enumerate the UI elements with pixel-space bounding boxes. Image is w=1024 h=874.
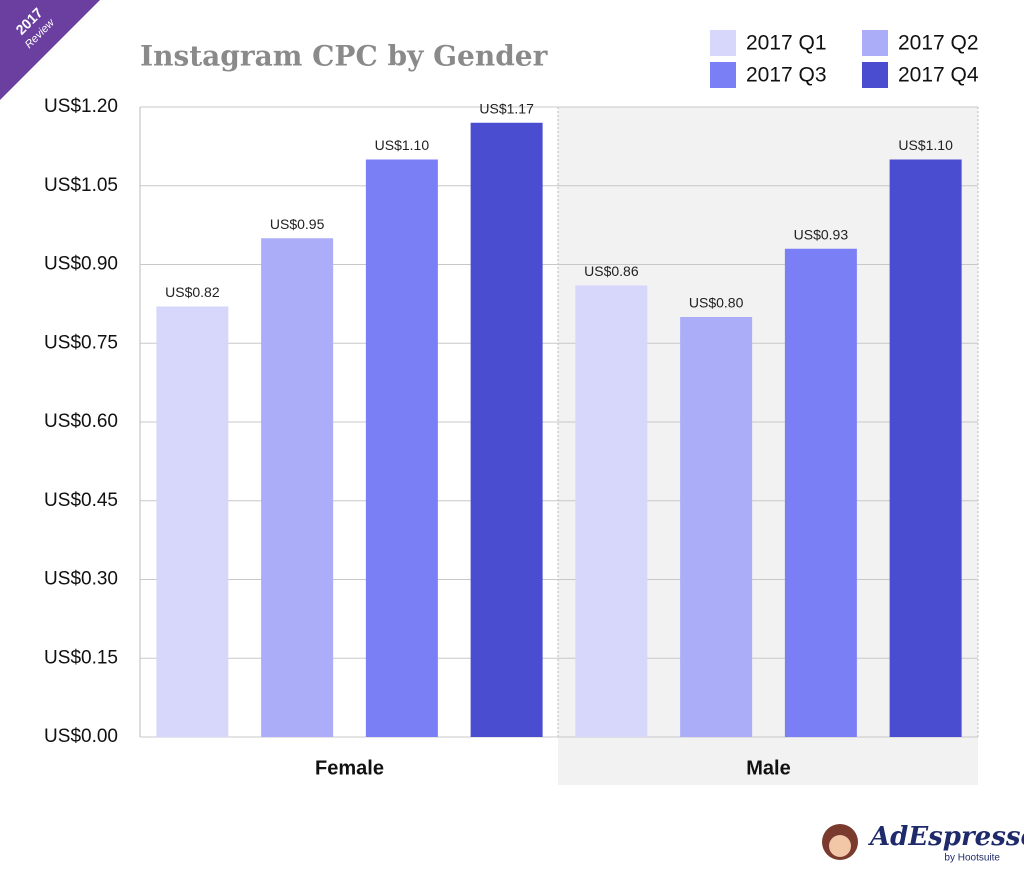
y-tick-label: US$1.05 [44, 175, 118, 196]
value-label: US$0.93 [794, 226, 849, 242]
legend-label: 2017 Q2 [898, 32, 979, 55]
y-tick-label: US$0.45 [44, 490, 118, 511]
bars: Female US$0.82 US$0.95 US$1.10 US$1.17 Male US… [156, 100, 962, 779]
value-label: US$0.86 [584, 263, 639, 279]
value-label: US$1.10 [898, 137, 953, 153]
legend-label: 2017 Q3 [746, 64, 827, 87]
value-label: US$1.10 [375, 137, 430, 153]
bar [889, 159, 962, 737]
logo-subtext: by Hootsuite [944, 853, 1000, 864]
value-label: US$1.17 [479, 100, 534, 116]
legend-label: 2017 Q4 [898, 64, 979, 87]
bar [784, 248, 857, 737]
bar [261, 238, 334, 737]
value-label: US$0.82 [165, 284, 220, 300]
legend-swatch [862, 62, 888, 88]
x-tick-label: Female [315, 757, 384, 779]
chart-title: Instagram CPC by Gender [140, 40, 549, 73]
legend-label: 2017 Q1 [746, 32, 827, 55]
legend-swatch [862, 30, 888, 56]
badge [0, 0, 100, 100]
legend-swatch [710, 30, 736, 56]
legend-swatch [710, 62, 736, 88]
y-tick-label: US$0.90 [44, 254, 118, 275]
y-tick-label: US$0.00 [44, 726, 118, 747]
logo-text: AdEspresso [867, 822, 1024, 852]
y-tick-label: US$0.15 [44, 647, 118, 668]
bar [365, 159, 438, 737]
bar [680, 317, 753, 737]
bar [470, 122, 543, 737]
y-tick-label: US$1.20 [44, 96, 118, 117]
bar [575, 285, 648, 737]
y-tick-label: US$0.30 [44, 569, 118, 590]
y-tick-label: US$0.75 [44, 332, 118, 353]
logo-mascot-face [829, 835, 851, 857]
x-tick-label: Male [746, 757, 790, 779]
value-label: US$0.95 [270, 216, 325, 232]
legend: 2017 Q1 2017 Q2 2017 Q3 2017 Q4 [710, 30, 979, 88]
y-tick-label: US$0.60 [44, 411, 118, 432]
bar [156, 306, 229, 737]
value-label: US$0.80 [689, 295, 744, 311]
